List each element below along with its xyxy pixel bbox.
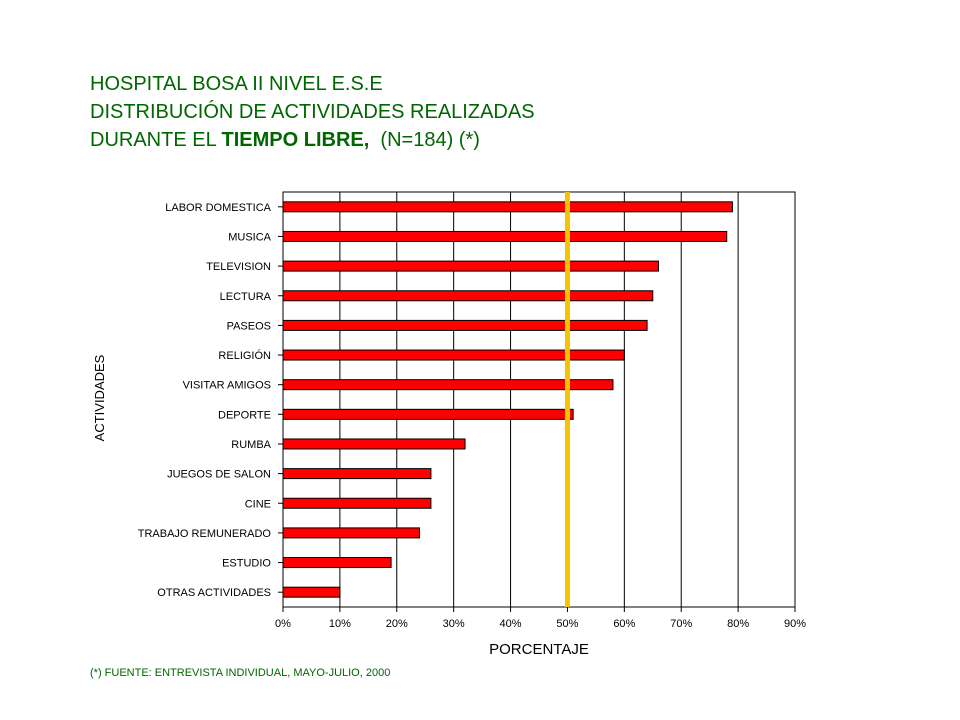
title-line-3-bold: TIEMPO LIBRE, xyxy=(221,129,370,151)
bar xyxy=(282,527,421,539)
x-tick-label: 0% xyxy=(275,618,291,630)
x-tick-label: 20% xyxy=(386,618,408,630)
category-label: DEPORTE xyxy=(218,409,271,421)
bar xyxy=(282,408,574,420)
bar xyxy=(282,319,648,331)
x-tick-label: 60% xyxy=(613,618,635,630)
x-tick-label: 10% xyxy=(329,618,351,630)
bar xyxy=(282,290,654,302)
x-tick-label: 90% xyxy=(784,618,806,630)
x-tick-label: 80% xyxy=(727,618,749,630)
x-tick-label: 40% xyxy=(500,618,522,630)
title-line-3: DURANTE EL TIEMPO LIBRE, (N=184) (*) xyxy=(90,126,535,154)
title-line-1: HOSPITAL BOSA II NIVEL E.S.E xyxy=(90,73,383,95)
category-label: OTRAS ACTIVIDADES xyxy=(157,587,271,599)
title-line-2: DISTRIBUCIÓN DE ACTIVIDADES REALIZADAS xyxy=(90,101,535,123)
category-label: RUMBA xyxy=(231,439,271,451)
category-label: MUSICA xyxy=(228,231,271,243)
bar xyxy=(282,557,392,569)
category-label: RELIGIÓN xyxy=(218,349,271,362)
x-axis-title: PORCENTAJE xyxy=(489,641,589,658)
category-label: JUEGOS DE SALON xyxy=(167,469,271,481)
x-tick-label: 50% xyxy=(556,618,578,630)
bar xyxy=(282,586,341,598)
category-label: CINE xyxy=(245,498,271,510)
category-label: VISITAR AMIGOS xyxy=(183,380,271,392)
source-footnote: (*) FUENTE: ENTREVISTA INDIVIDUAL, MAYO-… xyxy=(90,667,391,679)
chart-title: HOSPITAL BOSA II NIVEL E.S.E DISTRIBUCIÓ… xyxy=(90,70,535,154)
bar xyxy=(282,349,625,361)
category-label: ESTUDIO xyxy=(222,558,271,570)
x-tick-label: 30% xyxy=(443,618,465,630)
bar xyxy=(282,260,659,272)
category-label: TRABAJO REMUNERADO xyxy=(138,528,272,540)
bar xyxy=(282,468,432,480)
bar xyxy=(282,201,733,213)
category-label: LECTURA xyxy=(220,291,272,303)
title-line-3-prefix: DURANTE EL xyxy=(90,129,222,151)
bar xyxy=(282,379,614,391)
y-axis-title: ACTIVIDADES xyxy=(92,354,107,441)
category-label: TELEVISION xyxy=(206,261,271,273)
bar xyxy=(282,230,728,242)
plot-area-frame xyxy=(282,191,796,608)
category-label: LABOR DOMESTICA xyxy=(165,202,271,214)
bar xyxy=(282,497,432,509)
x-tick-label: 70% xyxy=(670,618,692,630)
bar xyxy=(282,438,466,450)
title-line-3-suffix: (N=184) (*) xyxy=(369,129,480,151)
category-label: PASEOS xyxy=(227,320,271,332)
